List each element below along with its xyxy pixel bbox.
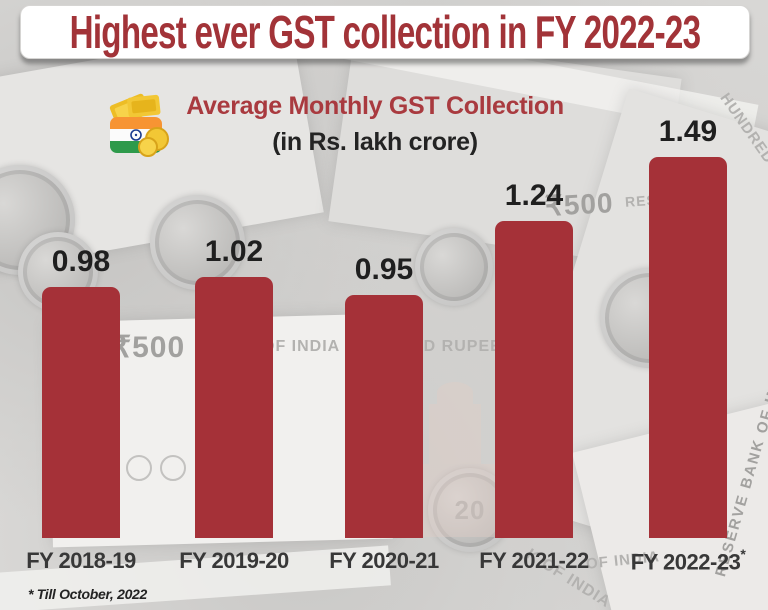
- background-text-of-india: OF INDIA: [262, 338, 341, 355]
- bar-fy-2022-23: [649, 157, 727, 538]
- background-text-500: ₹500: [112, 331, 186, 364]
- bar-value-label: 1.49: [658, 115, 718, 148]
- category-label: FY 2018-19: [26, 548, 136, 573]
- background-coin: [415, 228, 493, 306]
- category-label: FY 2020-21: [329, 548, 439, 573]
- background-coin-20-text: 20: [454, 494, 486, 525]
- bar-fy-2019-20: [195, 277, 273, 538]
- category-label: FY 2019-20: [179, 548, 289, 573]
- fort-dome: [437, 382, 473, 404]
- bar-value-label: 0.98: [51, 245, 111, 278]
- title-banner: Highest ever GST collection in FY 2022-2…: [20, 5, 750, 59]
- bar-value-label: 0.95: [354, 253, 414, 286]
- category-label: FY 2022-23*: [630, 546, 746, 575]
- bar-value-label: 1.02: [204, 235, 264, 268]
- footnote: * Till October, 2022: [28, 586, 148, 602]
- chart-subtitle: Average Monthly GST Collection (in Rs. l…: [140, 92, 610, 157]
- footnote-marker: *: [740, 546, 746, 562]
- bar-fy-2020-21: [345, 295, 423, 538]
- background-coin: [150, 195, 245, 290]
- chart-subtitle-line1: Average Monthly GST Collection: [186, 92, 564, 120]
- background-text-ed-rupees: ED RUPEES: [412, 338, 514, 355]
- bar-value-label: 1.24: [504, 179, 564, 212]
- chart-subtitle-line2: (in Rs. lakh crore): [272, 128, 478, 156]
- page-title: Highest ever GST collection in FY 2022-2…: [69, 6, 701, 58]
- background-glasses-doodle: [126, 455, 152, 481]
- category-label: FY 2021-22: [479, 548, 589, 573]
- fort-base: [415, 464, 495, 537]
- background-red-fort-sketch: [415, 382, 495, 537]
- bar-fy-2018-19: [42, 287, 120, 538]
- fort-tower: [429, 404, 481, 464]
- bar-fy-2021-22: [495, 221, 573, 538]
- background-glasses-doodle: [160, 455, 186, 481]
- wallet-flag-coins-icon: [104, 90, 178, 169]
